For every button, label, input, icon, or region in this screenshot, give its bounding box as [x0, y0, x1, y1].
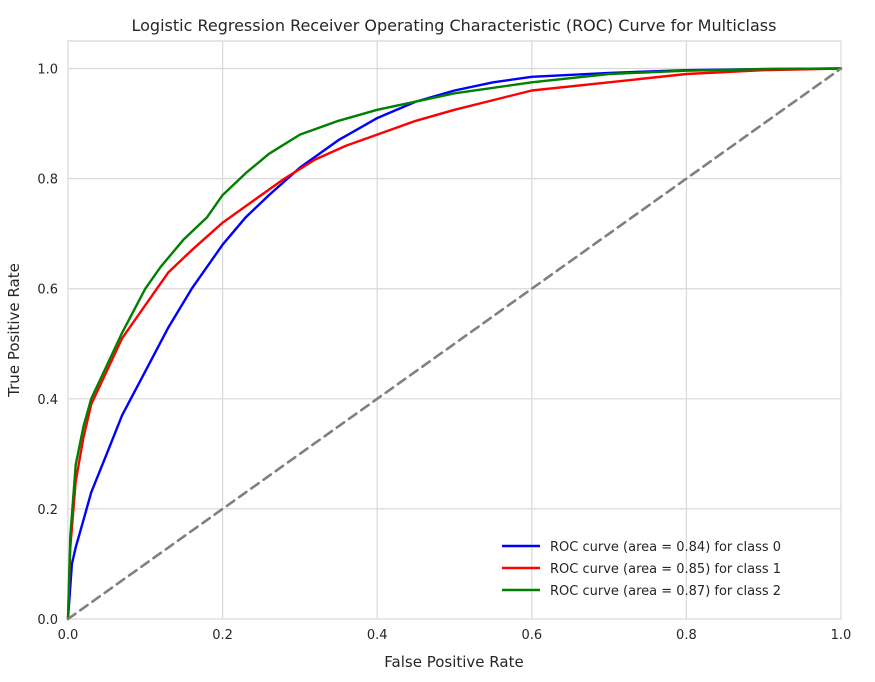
- x-tick-label: 0.4: [367, 628, 388, 643]
- y-tick-label: 1.0: [37, 63, 58, 78]
- legend: ROC curve (area = 0.84) for class 0 ROC c…: [502, 540, 781, 599]
- series-group: [66, 67, 843, 621]
- roc-line-class-0: [66, 67, 843, 621]
- y-tick-label: 0.2: [37, 503, 58, 518]
- legend-label: ROC curve (area = 0.87) for class 2: [550, 584, 781, 599]
- chart-title: Logistic Regression Receiver Operating C…: [132, 16, 777, 35]
- legend-label: ROC curve (area = 0.84) for class 0: [550, 540, 781, 555]
- x-tick-label: 1.0: [831, 628, 852, 643]
- roc-line-class-2: [66, 67, 843, 621]
- roc-line-class-1: [66, 67, 843, 621]
- diagonal-reference-line: [66, 67, 843, 621]
- x-axis-label: False Positive Rate: [384, 653, 523, 671]
- y-tick-label: 0.4: [37, 393, 58, 408]
- tick-labels: 0.0 0.2 0.4 0.6 0.8 1.0 0.0 0.2 0.4 0.6 0.8 1.0: [37, 63, 851, 643]
- y-tick-label: 0.8: [37, 173, 58, 188]
- x-tick-label: 0.0: [58, 628, 79, 643]
- x-tick-label: 0.6: [521, 628, 542, 643]
- y-tick-label: 0.0: [37, 613, 58, 628]
- legend-label: ROC curve (area = 0.85) for class 1: [550, 562, 781, 577]
- y-tick-label: 0.6: [37, 283, 58, 298]
- x-tick-label: 0.2: [212, 628, 233, 643]
- x-tick-label: 0.8: [676, 628, 697, 643]
- grid: [67, 41, 842, 620]
- y-axis-label: True Positive Rate: [5, 263, 23, 398]
- plot-area: [67, 40, 842, 620]
